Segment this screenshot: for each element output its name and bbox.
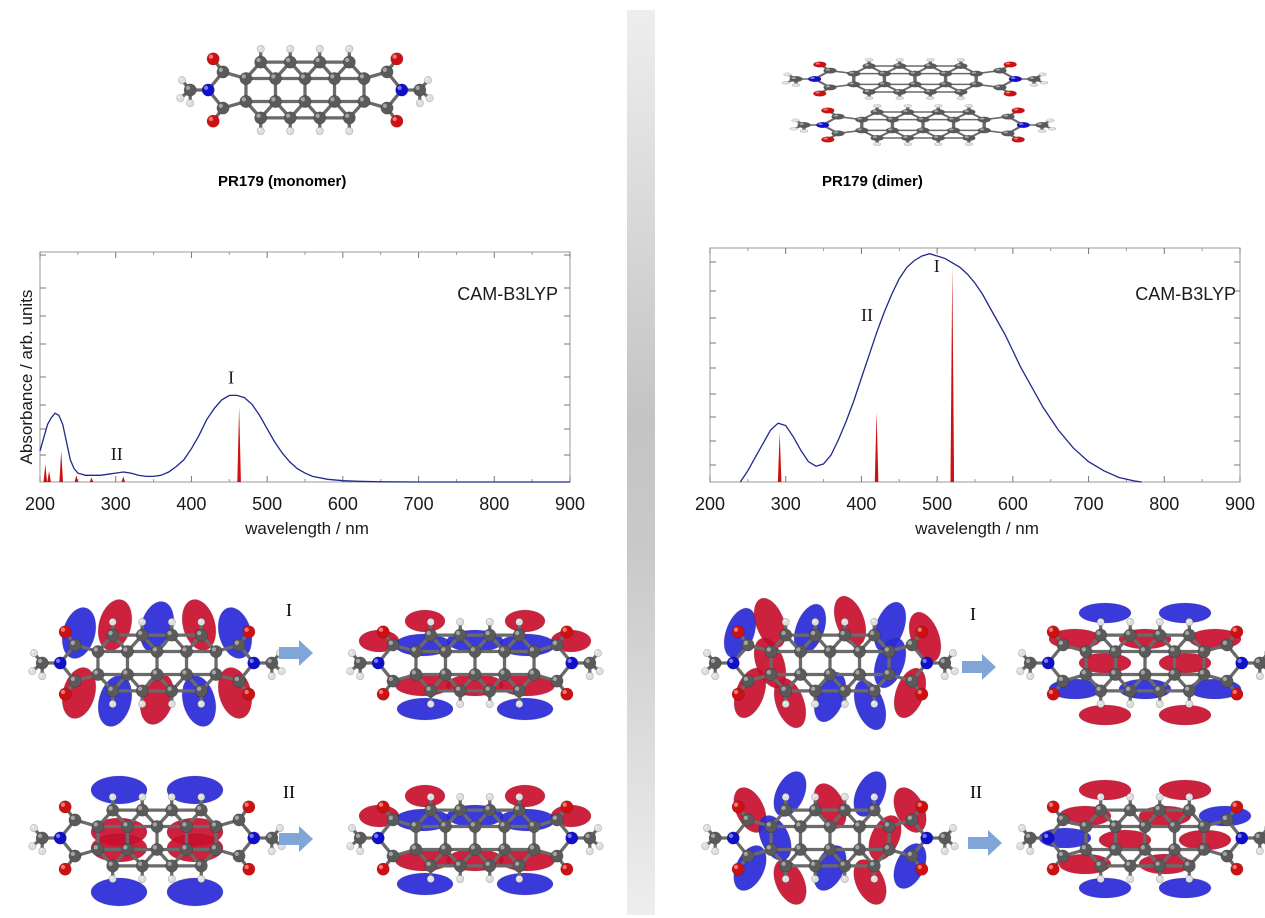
x-axis-label: wavelength / nm (914, 519, 1039, 538)
x-tick-label-800: 800 (479, 494, 509, 514)
dimer-lower-molecule (789, 104, 1057, 146)
dimer-orbitals-I (701, 595, 1265, 731)
dimer-structure (781, 58, 1057, 146)
x-tick-label-200: 200 (695, 494, 725, 514)
orbital-molecule (28, 775, 286, 907)
x-tick-label-300: 300 (771, 494, 801, 514)
transition-stick-3 (74, 475, 79, 482)
spectrum-line-0 (739, 253, 1142, 483)
monomer-orbitals-I (28, 599, 604, 727)
monomer-structure (176, 45, 434, 135)
transition-stick-4 (89, 477, 94, 482)
monomer-orbitals-II (28, 775, 604, 907)
method-label: CAM-B3LYP (457, 284, 558, 304)
monomer-spectrum-chart: 200 300 400 500 600 700 800 900 wavelength / nm A… (17, 251, 585, 538)
dimer-arrow-icon-I (962, 654, 996, 680)
spectrum-line-0 (39, 394, 570, 483)
transition-stick-2 (59, 450, 63, 482)
x-tick-label-700: 700 (404, 494, 434, 514)
dimer-upper-molecule (781, 58, 1049, 100)
transition-stick-0 (43, 464, 48, 482)
x-tick-label-700: 700 (1074, 494, 1104, 514)
dimer-arrow-icon-II (968, 830, 1002, 856)
x-tick-label-400: 400 (846, 494, 876, 514)
x-tick-label-200: 200 (25, 494, 55, 514)
orbital-molecule (346, 784, 604, 896)
method-label: CAM-B3LYP (1135, 284, 1236, 304)
orbital-molecule (346, 609, 604, 721)
dimer-orbitals-II (701, 771, 1265, 905)
panel-divider (627, 10, 655, 915)
orbital-molecule (1016, 779, 1265, 899)
orbital-molecule (701, 595, 959, 731)
dimer-transition-label-I: I (970, 604, 976, 624)
dimer-title: PR179 (dimer) (822, 173, 923, 190)
x-tick-label-400: 400 (176, 494, 206, 514)
transition-stick-1 (47, 470, 51, 482)
x-tick-label-500: 500 (922, 494, 952, 514)
monomer-arrow-icon-II (279, 826, 313, 852)
monomer-transition-label-I: I (286, 600, 292, 620)
peak-label-II: II (861, 305, 873, 325)
monomer-title: PR179 (monomer) (218, 173, 347, 190)
x-tick-label-300: 300 (101, 494, 131, 514)
peak-label-II: II (111, 444, 123, 464)
x-tick-label-900: 900 (555, 494, 585, 514)
transition-stick-5 (121, 476, 126, 482)
dimer-transition-label-II: II (970, 782, 982, 802)
orbital-molecule (1016, 602, 1265, 726)
x-tick-label-600: 600 (998, 494, 1028, 514)
transition-stick-6 (237, 406, 241, 482)
x-tick-label-500: 500 (252, 494, 282, 514)
x-axis-label: wavelength / nm (244, 519, 369, 538)
orbital-molecule (701, 771, 959, 905)
transition-stick-0 (777, 432, 782, 482)
monomer-molecule (176, 45, 434, 135)
y-axis-label: Absorbance / arb. units (17, 290, 36, 465)
transition-stick-1 (874, 411, 879, 482)
peak-label-I: I (228, 367, 234, 387)
dimer-spectrum-chart: 200 300 400 500 600 700 800 900 wavelength / nm C… (695, 247, 1255, 538)
monomer-arrow-icon-I (279, 640, 313, 666)
x-tick-label-800: 800 (1149, 494, 1179, 514)
orbital-molecule (28, 599, 286, 727)
x-tick-label-600: 600 (328, 494, 358, 514)
transition-stick-2 (950, 265, 955, 482)
x-tick-label-900: 900 (1225, 494, 1255, 514)
peak-label-I: I (934, 256, 940, 276)
monomer-transition-label-II: II (283, 782, 295, 802)
